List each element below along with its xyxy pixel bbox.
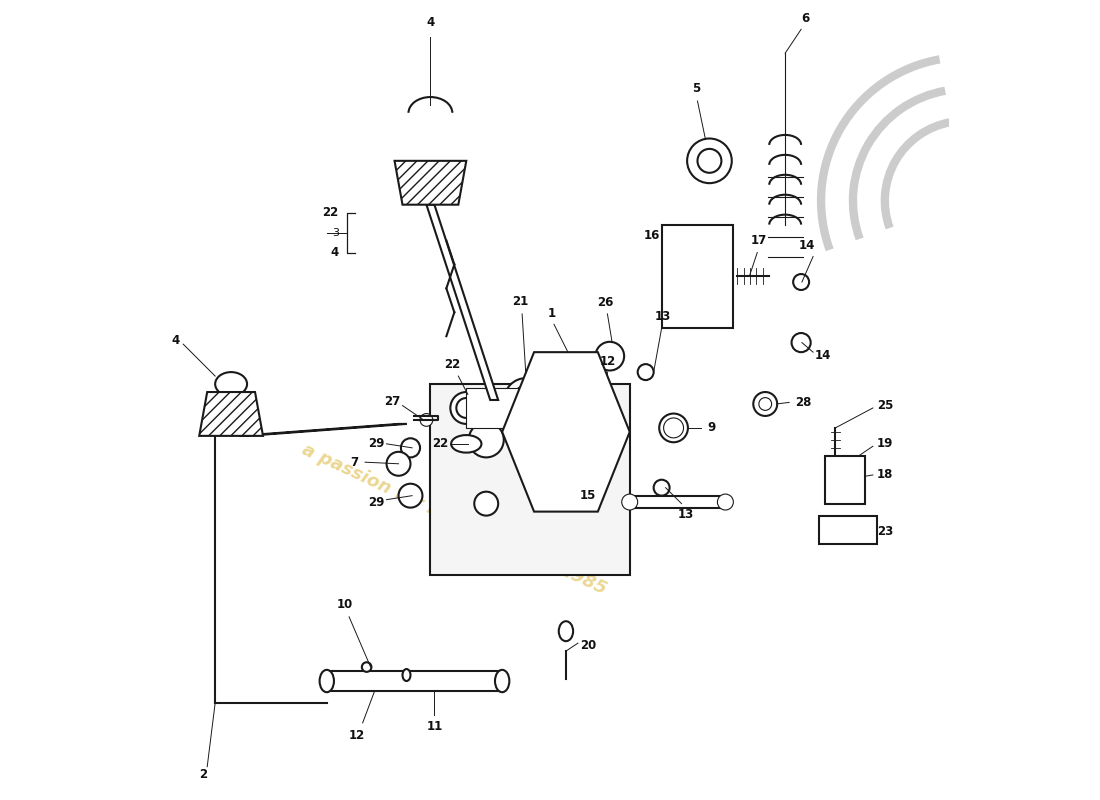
Text: 7: 7 (351, 456, 359, 469)
Polygon shape (503, 352, 629, 512)
Circle shape (595, 342, 624, 370)
Circle shape (754, 392, 778, 416)
Text: 21: 21 (513, 295, 529, 308)
Polygon shape (427, 205, 498, 400)
Circle shape (717, 494, 734, 510)
Text: 15: 15 (580, 490, 596, 502)
Circle shape (793, 274, 810, 290)
Circle shape (469, 422, 504, 458)
Text: 20: 20 (581, 639, 596, 652)
Text: 18: 18 (877, 469, 893, 482)
Circle shape (621, 494, 638, 510)
Ellipse shape (451, 435, 482, 453)
Text: 3: 3 (332, 227, 339, 238)
Ellipse shape (829, 466, 842, 478)
Text: 29: 29 (368, 495, 384, 509)
Circle shape (688, 138, 732, 183)
Circle shape (697, 149, 722, 173)
Text: a passion for Porsche since 1985: a passion for Porsche since 1985 (299, 441, 609, 598)
Text: 4: 4 (330, 246, 339, 259)
Polygon shape (199, 392, 263, 436)
Ellipse shape (407, 129, 454, 161)
Text: 4: 4 (427, 16, 434, 30)
Polygon shape (661, 225, 734, 328)
Ellipse shape (559, 622, 573, 641)
Circle shape (759, 398, 771, 410)
Text: 2: 2 (199, 768, 207, 781)
Text: 16: 16 (644, 229, 660, 242)
Ellipse shape (450, 392, 482, 424)
Text: 19: 19 (877, 438, 893, 450)
Ellipse shape (495, 670, 509, 692)
Polygon shape (820, 515, 877, 543)
Ellipse shape (362, 662, 372, 672)
Text: 12: 12 (349, 730, 365, 742)
Circle shape (659, 414, 688, 442)
Circle shape (386, 452, 410, 476)
Text: 4: 4 (172, 334, 179, 346)
Polygon shape (430, 384, 629, 575)
Circle shape (543, 410, 588, 454)
Ellipse shape (592, 404, 612, 420)
Ellipse shape (216, 372, 248, 396)
Ellipse shape (513, 386, 540, 414)
Circle shape (653, 480, 670, 496)
Circle shape (857, 522, 873, 538)
Ellipse shape (408, 97, 452, 129)
Bar (466, 388, 526, 428)
Circle shape (792, 333, 811, 352)
Text: 14: 14 (815, 349, 832, 362)
Text: 29: 29 (368, 438, 384, 450)
Polygon shape (398, 113, 462, 177)
Text: 22: 22 (322, 206, 339, 219)
Text: 12: 12 (600, 355, 616, 368)
Circle shape (638, 364, 653, 380)
Ellipse shape (456, 398, 476, 418)
Text: 13: 13 (656, 310, 671, 322)
Text: 13: 13 (678, 508, 694, 521)
Text: 23: 23 (877, 525, 893, 538)
Text: 22: 22 (432, 438, 448, 450)
Text: 14: 14 (799, 238, 815, 252)
Circle shape (576, 453, 595, 472)
Polygon shape (825, 456, 865, 504)
Circle shape (420, 414, 432, 426)
Text: 6: 6 (801, 12, 810, 26)
Ellipse shape (320, 670, 334, 692)
Text: 1: 1 (548, 307, 556, 320)
Circle shape (400, 438, 420, 458)
Text: 28: 28 (795, 396, 812, 409)
Text: 25: 25 (877, 399, 893, 412)
Text: 5: 5 (692, 82, 700, 95)
Ellipse shape (663, 418, 683, 438)
Ellipse shape (403, 669, 410, 681)
Circle shape (398, 484, 422, 508)
Text: 27: 27 (384, 395, 400, 408)
Text: 17: 17 (750, 234, 767, 247)
Circle shape (546, 460, 586, 500)
Text: 10: 10 (337, 598, 352, 611)
Circle shape (695, 262, 724, 290)
Polygon shape (395, 161, 466, 205)
Text: 11: 11 (427, 721, 442, 734)
Circle shape (474, 492, 498, 515)
Text: 26: 26 (597, 296, 614, 309)
Text: 9: 9 (708, 422, 716, 434)
Polygon shape (239, 424, 407, 436)
Text: 22: 22 (444, 358, 461, 370)
Circle shape (825, 522, 842, 538)
Ellipse shape (504, 378, 548, 422)
Bar (327, 671, 503, 691)
Polygon shape (629, 496, 725, 508)
Circle shape (664, 259, 700, 294)
